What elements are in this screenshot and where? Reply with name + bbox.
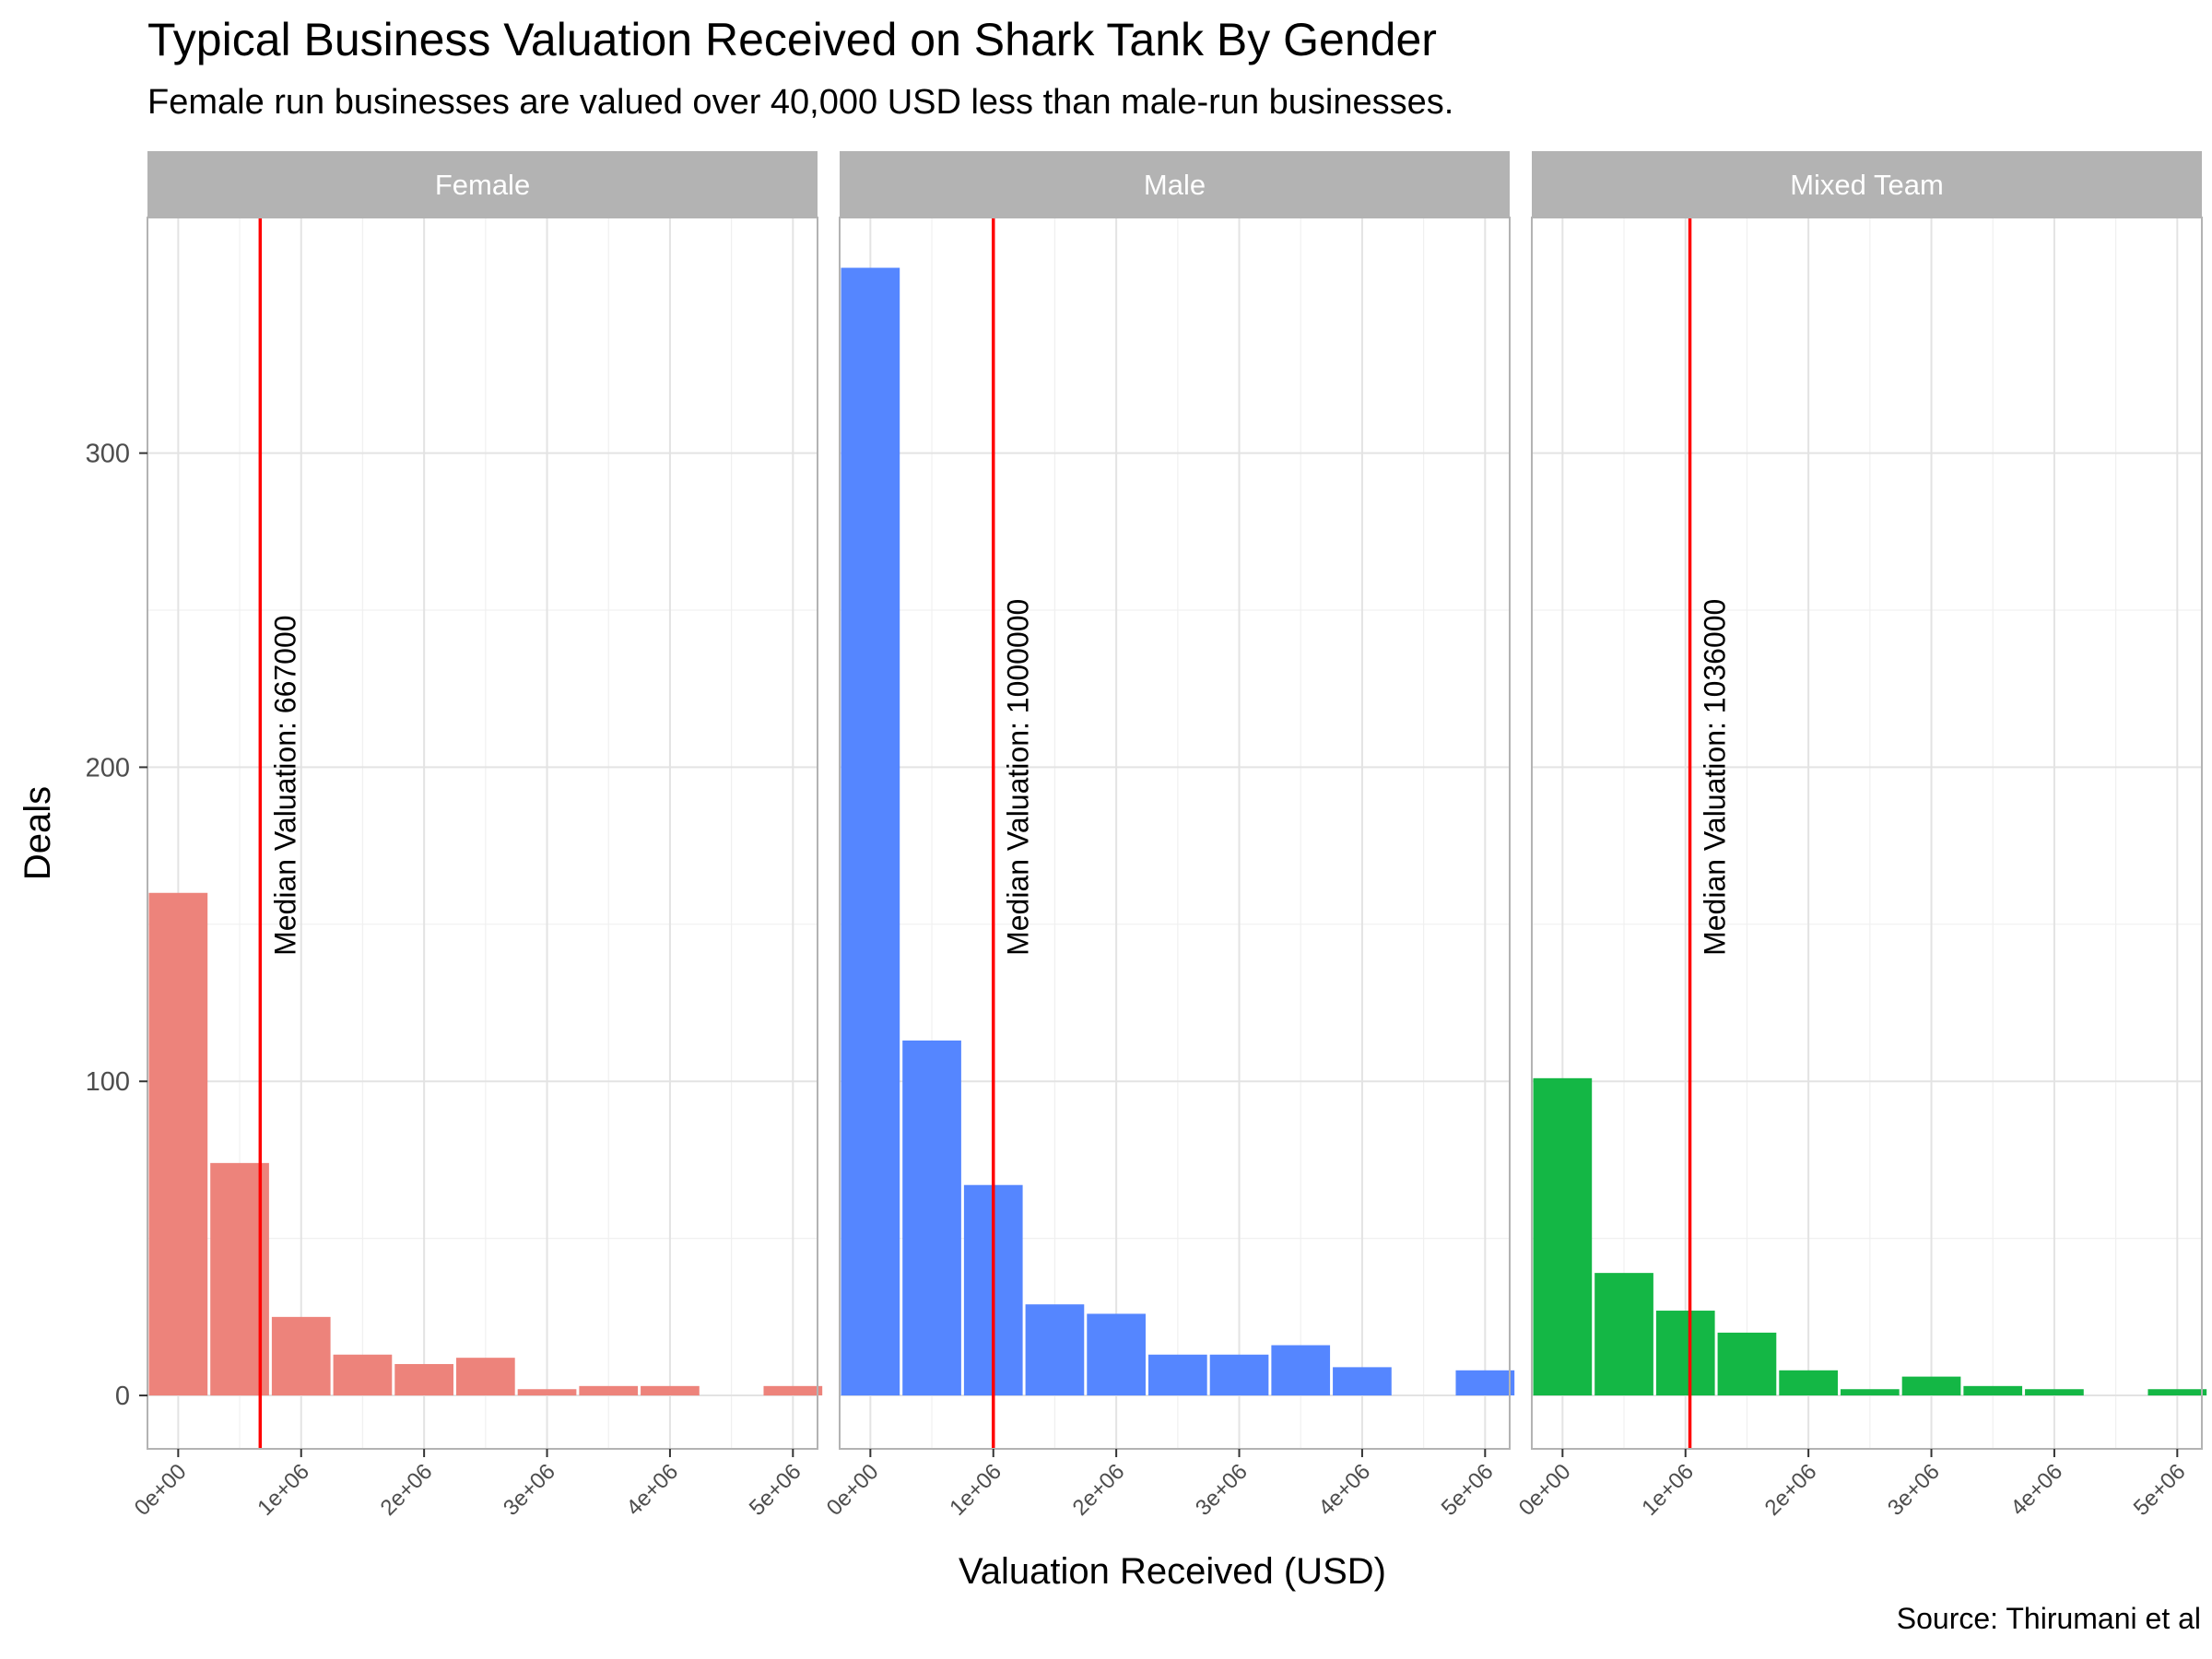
- panel-mixed-team-bar: [1717, 1332, 1777, 1396]
- panel-male-bar: [1147, 1354, 1207, 1396]
- x-tick-label: 3e+06: [1883, 1459, 1945, 1521]
- panel-mixed-team-bar: [1901, 1376, 1961, 1396]
- panel-male-bar: [1333, 1367, 1392, 1396]
- panel-male-bar: [841, 267, 900, 1396]
- panel-male-bar: [1025, 1304, 1085, 1396]
- panel-male-bar: [1455, 1370, 1515, 1396]
- x-axis-title: Valuation Received (USD): [959, 1551, 1386, 1592]
- panel-female-strip: [147, 151, 818, 218]
- x-tick-label: 5e+06: [745, 1459, 806, 1521]
- panel-female-bar: [148, 892, 208, 1396]
- x-tick-label: 4e+06: [2006, 1459, 2067, 1521]
- chart-caption: Source: Thirumani et al: [1896, 1602, 2201, 1635]
- x-tick-label: 4e+06: [1313, 1459, 1375, 1521]
- panel-female-bar: [641, 1385, 700, 1396]
- panel-mixed-team-bar: [1779, 1370, 1838, 1396]
- y-tick-label: 0: [115, 1382, 130, 1411]
- panel-male-bar: [1271, 1345, 1331, 1396]
- x-tick-label: 0e+00: [1514, 1459, 1576, 1521]
- y-tick-label: 200: [86, 753, 130, 782]
- panel-male-bar: [902, 1040, 961, 1396]
- panel-female-strip-label: Female: [435, 169, 530, 201]
- x-tick-label: 0e+00: [130, 1459, 192, 1521]
- y-tick-label: 300: [86, 440, 130, 469]
- x-tick-label: 2e+06: [376, 1459, 438, 1521]
- panel-mixed-team-bar: [1840, 1389, 1900, 1396]
- panel-mixed-team-median-label: Median Valuation: 1036000: [1699, 599, 1732, 956]
- x-tick-label: 3e+06: [499, 1459, 560, 1521]
- panel-mixed-team-bar: [1655, 1311, 1715, 1396]
- y-tick-label: 100: [86, 1067, 130, 1097]
- panel-female-bar: [271, 1316, 331, 1396]
- x-tick-label: 1e+06: [945, 1459, 1006, 1521]
- panel-male-median-label: Median Valuation: 1000000: [1002, 599, 1035, 956]
- x-tick-label: 4e+06: [621, 1459, 683, 1521]
- panel-female-bar: [333, 1354, 393, 1396]
- panel-mixed-team-bar: [1963, 1385, 2023, 1396]
- panel-female-bar: [517, 1389, 577, 1396]
- panel-mixed-team-bar: [2147, 1389, 2207, 1396]
- panel-mixed-team-bar: [2025, 1389, 2084, 1396]
- panel-male-strip: [840, 151, 1510, 218]
- panel-female-bar: [763, 1385, 823, 1396]
- chart-subtitle: Female run businesses are valued over 40…: [147, 83, 1454, 122]
- x-tick-label: 2e+06: [1068, 1459, 1130, 1521]
- panel-female-median-label: Median Valuation: 667000: [268, 615, 301, 955]
- x-tick-label: 3e+06: [1191, 1459, 1253, 1521]
- panel-male-bar: [1087, 1313, 1146, 1396]
- chart-title: Typical Business Valuation Received on S…: [147, 14, 1437, 65]
- x-tick-label: 1e+06: [253, 1459, 314, 1521]
- y-axis-title: Deals: [18, 786, 58, 880]
- x-tick-label: 5e+06: [2129, 1459, 2191, 1521]
- panel-female-bar: [394, 1363, 453, 1396]
- panel-female-bar: [579, 1385, 639, 1396]
- x-tick-label: 0e+00: [822, 1459, 884, 1521]
- x-tick-label: 2e+06: [1760, 1459, 1822, 1521]
- panel-mixed-team-strip: [1532, 151, 2202, 218]
- panel-mixed-team-strip-label: Mixed Team: [1790, 169, 1944, 201]
- panel-mixed-team-bar: [1533, 1077, 1593, 1396]
- panel-female-bar: [455, 1358, 515, 1396]
- panel-mixed-team-border: [1531, 217, 2203, 1450]
- panel-male-strip-label: Male: [1144, 169, 1206, 201]
- panel-mixed-team-bar: [1594, 1273, 1653, 1396]
- x-tick-label: 5e+06: [1437, 1459, 1499, 1521]
- panel-male-bar: [1209, 1354, 1269, 1396]
- x-tick-label: 1e+06: [1637, 1459, 1699, 1521]
